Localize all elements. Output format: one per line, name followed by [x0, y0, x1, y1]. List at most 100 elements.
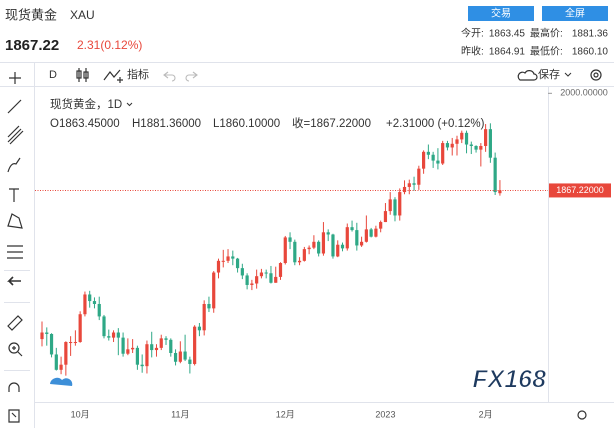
watermark: FX168: [472, 366, 546, 394]
candle-body: [216, 260, 221, 273]
settings-icon-core: [593, 72, 599, 78]
candle-body: [264, 272, 268, 274]
candle-body: [345, 227, 349, 249]
candle-body: [379, 222, 383, 229]
stat-value: 1863.45: [489, 29, 526, 40]
candle-body: [226, 256, 230, 261]
candle-body: [102, 316, 106, 337]
candle-body: [40, 332, 44, 340]
trade-button[interactable]: [468, 6, 534, 21]
x-tick-label: 10月: [71, 409, 90, 419]
cloud-icon[interactable]: [517, 70, 538, 81]
candle-body: [469, 144, 473, 146]
candle-body: [436, 160, 440, 164]
candle-body: [221, 260, 225, 262]
legend-open: O1863.45000: [50, 118, 120, 130]
save-menu[interactable]: [564, 72, 572, 77]
candle-body: [169, 339, 173, 353]
axis-settings[interactable]: [577, 410, 587, 420]
candle-body: [240, 268, 244, 276]
x-tick-label: 2月: [479, 409, 493, 419]
instrument-name: 现货黄金: [5, 7, 57, 22]
interval-selector[interactable]: D: [49, 69, 57, 81]
candle-body: [283, 237, 287, 264]
candle-body: [326, 232, 330, 235]
candle-body: [293, 241, 297, 263]
candle-body: [359, 241, 364, 246]
fullscreen-button-label[interactable]: 全屏: [565, 7, 585, 20]
drawing-tools[interactable]: [7, 72, 24, 423]
candle-body: [250, 283, 254, 285]
candle-body: [484, 129, 488, 146]
candle-body: [374, 228, 378, 237]
candle-body: [336, 244, 340, 257]
chart-logo: [50, 377, 73, 386]
indicator-icon[interactable]: [103, 69, 123, 83]
candle-body: [450, 143, 454, 148]
candle-body: [150, 344, 154, 351]
candle-body: [350, 227, 354, 231]
candle-body: [64, 342, 68, 365]
candle-body: [288, 237, 292, 242]
candle-body: [231, 256, 235, 259]
stat-value: 1860.10: [572, 47, 609, 58]
indicator-button[interactable]: 指标: [127, 67, 149, 81]
candle-body: [393, 199, 397, 216]
stat-label: 昨收:: [461, 45, 484, 58]
candle-body: [259, 272, 264, 277]
candle-body: [388, 199, 392, 212]
candle-body: [488, 129, 492, 158]
candle-body: [116, 332, 120, 338]
candle-body: [297, 260, 302, 263]
candle-body: [312, 241, 316, 248]
candle-body: [173, 352, 178, 362]
candle-body: [164, 338, 168, 340]
candle-body: [193, 326, 197, 364]
candle-body: [59, 364, 63, 370]
candle-body: [78, 314, 82, 343]
candle-body: [202, 303, 206, 331]
candle-body: [307, 247, 311, 250]
trade-button-label[interactable]: 交易: [491, 7, 511, 20]
candle-body: [431, 154, 435, 161]
candle-type-icon[interactable]: [76, 68, 89, 82]
candle-body: [107, 336, 111, 338]
last-price-tag: [549, 183, 611, 198]
candle-body: [364, 229, 368, 242]
legend-high: H1881.36000: [132, 118, 201, 130]
candle-body: [154, 347, 159, 351]
candle-body: [126, 349, 130, 354]
candle-body: [178, 351, 182, 362]
candle-body: [321, 232, 326, 254]
candle-body: [140, 364, 144, 367]
candle-body: [255, 276, 259, 284]
candle-body: [245, 275, 249, 285]
candle-body: [479, 145, 483, 150]
candle-body: [464, 132, 469, 145]
stat-label: 最低价:: [530, 45, 563, 58]
legend-title: 现货黄金，1D: [50, 97, 122, 111]
undo[interactable]: [163, 71, 176, 82]
candle-body: [474, 145, 478, 150]
last-price: 1867.22: [5, 37, 59, 54]
candle-body: [111, 332, 116, 338]
candle-body: [73, 342, 77, 344]
candle-body: [455, 139, 459, 144]
candle-body: [369, 229, 373, 237]
redo[interactable]: [185, 71, 198, 82]
candle-body: [302, 249, 306, 261]
settings-icon[interactable]: [590, 69, 602, 81]
candle-body: [317, 241, 321, 254]
price-change: 2.31(0.12%): [77, 38, 142, 52]
fullscreen-button[interactable]: [542, 6, 608, 21]
candle-body: [97, 303, 101, 317]
save-button[interactable]: 保存: [538, 67, 560, 81]
stat-value: 1881.36: [572, 29, 609, 40]
legend-menu[interactable]: [126, 102, 133, 107]
candle-body: [121, 337, 125, 354]
candle-body: [498, 190, 502, 194]
candle-body: [45, 332, 49, 334]
candle-body: [383, 211, 388, 223]
candle-body: [422, 151, 426, 169]
